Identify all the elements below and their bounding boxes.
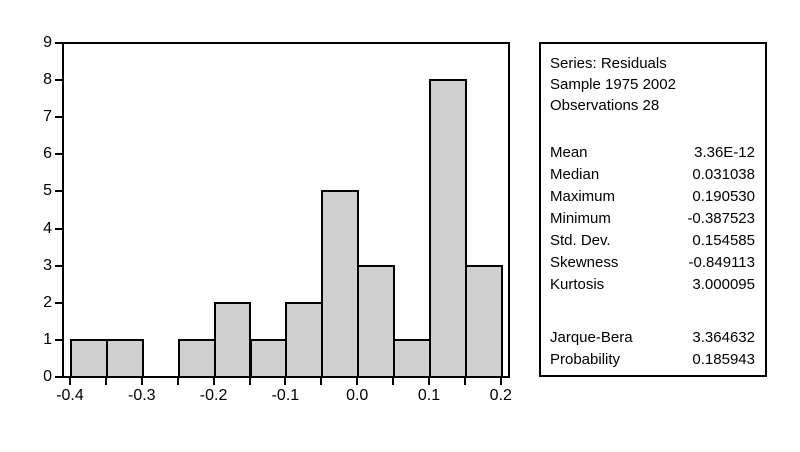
x-axis-tick <box>140 378 143 385</box>
y-axis-tick <box>55 42 62 44</box>
stat-value: 0.190530 <box>692 188 755 205</box>
stat-row-jarque-bera: Jarque-Bera 3.364632 <box>550 327 755 349</box>
histogram-bar <box>213 301 252 378</box>
stat-row-median: Median 0.031038 <box>550 164 755 186</box>
histogram-bar <box>249 338 288 378</box>
histogram-bar <box>321 190 360 378</box>
x-axis-tick <box>428 378 430 385</box>
x-axis-tick <box>284 378 287 385</box>
y-axis-tick-label: 9 <box>43 34 52 51</box>
histogram-bar <box>464 264 503 378</box>
x-axis-tick-label: -0.3 <box>128 387 156 404</box>
x-axis-tick-label: 0.1 <box>417 387 441 404</box>
y-axis-tick-label: 4 <box>43 219 52 237</box>
histogram-bar <box>393 338 431 378</box>
x-axis-tick <box>499 378 502 385</box>
y-axis-tick-label: 5 <box>43 182 52 200</box>
y-axis-tick-label: 2 <box>43 293 52 311</box>
y-axis-tick-label: 7 <box>43 108 52 126</box>
stat-label: Median <box>550 166 600 183</box>
y-axis-tick-label: 8 <box>43 71 52 89</box>
stat-row-mean: Mean 3.36E-12 <box>550 142 755 164</box>
stat-value: 0.185943 <box>692 351 755 368</box>
y-axis-tick-label: 3 <box>43 256 52 274</box>
x-axis-tick-label: 0.0 <box>346 387 369 404</box>
stat-value: 0.031038 <box>692 166 755 183</box>
stat-label: Std. Dev. <box>550 232 611 249</box>
sample-range: Sample 1975 2002 <box>550 76 676 93</box>
stat-row-skewness: Skewness -0.849113 <box>550 252 755 274</box>
stat-value: 3.364632 <box>692 329 755 346</box>
y-axis-tick <box>55 79 62 82</box>
spacer <box>550 296 755 327</box>
x-axis-tick <box>463 378 466 385</box>
x-axis-tick <box>176 378 179 385</box>
y-axis-tick <box>55 190 62 193</box>
y-axis-tick <box>55 376 62 378</box>
y-axis-tick <box>55 116 62 119</box>
y-axis-tick-label: 6 <box>43 145 52 163</box>
stat-label: Minimum <box>550 210 611 227</box>
x-axis-tick <box>248 378 251 385</box>
stat-row-maximum: Maximum 0.190530 <box>550 186 755 208</box>
x-axis-tick <box>104 378 107 385</box>
x-axis-tick <box>392 378 395 385</box>
y-axis-tick <box>55 338 62 341</box>
y-axis-tick <box>55 153 62 156</box>
stat-value: -0.387523 <box>687 210 755 227</box>
stat-row-minimum: Minimum -0.387523 <box>550 208 755 230</box>
stat-value: -0.849113 <box>688 254 755 271</box>
x-axis-tick <box>356 378 359 385</box>
stat-label: Probability <box>550 351 621 368</box>
stat-row-std-dev: Std. Dev. 0.154585 <box>550 230 755 252</box>
stat-row-kurtosis: Kurtosis 3.000095 <box>550 274 755 296</box>
histogram-bar <box>429 79 467 378</box>
stat-label: Mean <box>550 144 588 161</box>
observations-count: Observations 28 <box>550 97 660 114</box>
y-axis-tick-label: 1 <box>43 330 52 348</box>
x-axis-tick <box>212 378 215 385</box>
y-axis-tick-label: 0 <box>43 368 52 385</box>
x-axis-tick <box>320 378 323 385</box>
x-axis-tick <box>69 378 71 385</box>
x-axis-tick-label: -0.1 <box>271 387 300 404</box>
histogram-bar <box>285 301 324 378</box>
histogram-bar <box>357 264 396 378</box>
stat-value: 3.36E-12 <box>694 144 755 161</box>
stat-label: Jarque-Bera <box>550 329 633 346</box>
histogram-bar <box>177 338 216 378</box>
stat-row-probability: Probability 0.185943 <box>550 349 755 371</box>
stat-label: Skewness <box>550 254 619 271</box>
x-axis-tick-label: -0.2 <box>199 387 228 404</box>
spacer <box>550 116 755 142</box>
series-title: Series: Residuals <box>550 55 667 72</box>
x-axis-tick-label: 0.2 <box>489 387 512 404</box>
y-axis-tick <box>55 264 62 267</box>
x-axis-tick-label: -0.4 <box>56 387 84 404</box>
stats-box: Series: Residuals Sample 1975 2002 Obser… <box>539 42 767 377</box>
stat-value: 0.154585 <box>692 232 755 249</box>
histogram-bar <box>70 338 108 378</box>
histogram-bar <box>105 338 144 378</box>
stat-label: Maximum <box>550 188 616 205</box>
y-axis-tick <box>55 227 62 230</box>
y-axis-tick <box>55 301 62 304</box>
stat-value: 3.000095 <box>692 276 755 293</box>
stat-label: Kurtosis <box>550 276 605 293</box>
